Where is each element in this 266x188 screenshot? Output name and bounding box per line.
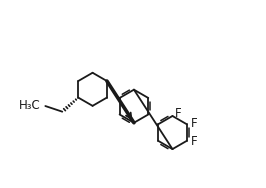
Text: F: F (175, 107, 182, 120)
Text: H₃C: H₃C (19, 99, 41, 112)
Text: F: F (191, 135, 198, 148)
Text: F: F (191, 117, 198, 130)
